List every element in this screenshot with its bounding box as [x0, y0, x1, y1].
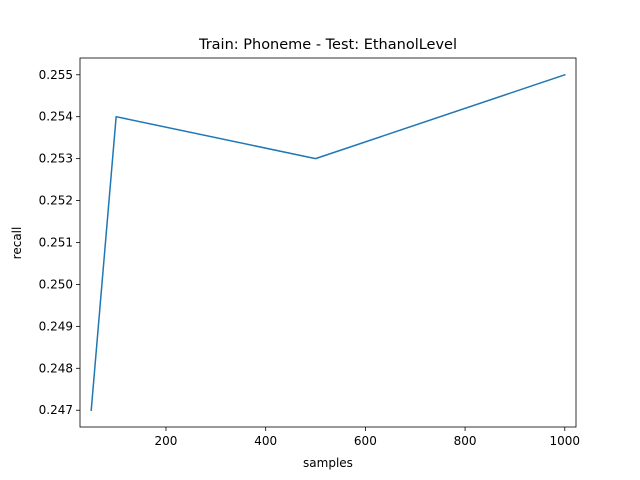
- x-tick-label: 600: [354, 434, 377, 448]
- y-axis-ticks: 0.247 0.248 0.249 0.250 0.251 0.252 0.253 0.254…: [39, 68, 80, 417]
- y-tick-label: 0.250: [39, 277, 73, 291]
- chart-title: Train: Phoneme - Test: EthanolLevel: [198, 37, 457, 53]
- y-axis-label: recall: [10, 227, 24, 260]
- x-tick-label: 400: [254, 434, 277, 448]
- x-tick-label: 1000: [550, 434, 581, 448]
- y-tick-label: 0.255: [39, 68, 73, 82]
- y-tick-label: 0.248: [39, 361, 73, 375]
- x-axis-ticks: 200 400 600 800 1000: [155, 427, 581, 448]
- series-layer: [90, 73, 566, 412]
- y-tick-label: 0.251: [39, 236, 73, 250]
- x-axis-label: samples: [303, 456, 353, 470]
- series-line: [90, 73, 566, 412]
- y-tick-label: 0.253: [39, 152, 73, 166]
- y-tick-label: 0.247: [39, 403, 73, 417]
- y-tick-label: 0.254: [39, 110, 73, 124]
- x-tick-label: 800: [454, 434, 477, 448]
- y-tick-label: 0.252: [39, 194, 73, 208]
- y-tick-label: 0.249: [39, 319, 73, 333]
- axes-frame: [79, 57, 577, 428]
- x-tick-label: 200: [155, 434, 178, 448]
